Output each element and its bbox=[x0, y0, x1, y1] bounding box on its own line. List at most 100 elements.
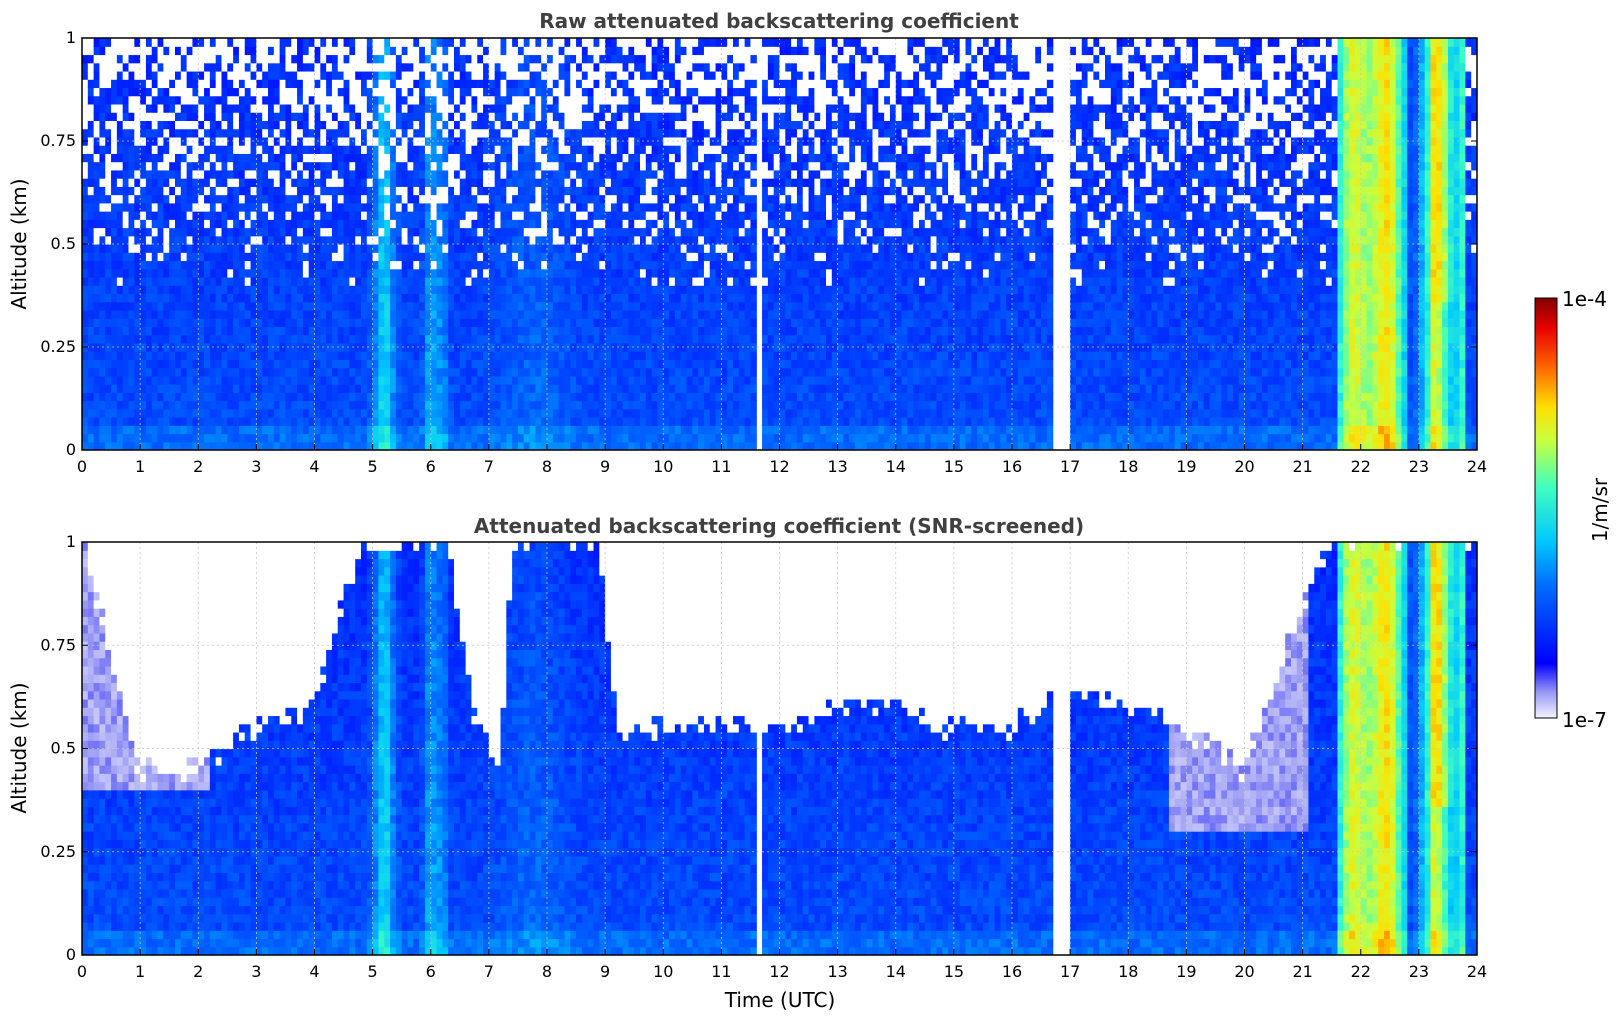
heatmap-cell bbox=[576, 112, 583, 121]
heatmap-cell bbox=[99, 433, 106, 443]
heatmap-cell bbox=[424, 351, 432, 360]
heatmap-cell bbox=[384, 326, 391, 336]
heatmap-cell bbox=[605, 120, 612, 130]
heatmap-cell bbox=[186, 70, 194, 80]
heatmap-cell bbox=[436, 186, 443, 196]
heatmap-cell bbox=[628, 244, 635, 253]
heatmap-cell bbox=[204, 70, 211, 80]
heatmap-cell bbox=[372, 120, 380, 130]
heatmap-cell bbox=[465, 46, 473, 56]
heatmap-cell bbox=[587, 120, 595, 130]
heatmap-cell bbox=[570, 244, 577, 253]
heatmap-cell bbox=[547, 153, 554, 163]
heatmap-cell bbox=[331, 219, 339, 229]
heatmap-cell bbox=[326, 384, 333, 393]
heatmap-cell bbox=[576, 235, 583, 245]
heatmap-cell bbox=[605, 276, 612, 286]
heatmap-cell bbox=[209, 318, 217, 327]
heatmap-cell bbox=[140, 194, 147, 204]
heatmap-cell bbox=[413, 309, 420, 319]
heatmap-cell bbox=[500, 392, 507, 402]
heatmap-cell bbox=[93, 301, 101, 311]
heatmap-cell bbox=[657, 392, 664, 402]
heatmap-cell bbox=[413, 408, 420, 418]
heatmap-cell bbox=[314, 87, 321, 97]
heatmap-cell bbox=[488, 54, 496, 64]
heatmap-cell bbox=[372, 153, 380, 163]
heatmap-cell bbox=[401, 161, 409, 171]
heatmap-cell bbox=[512, 375, 519, 385]
heatmap-cell bbox=[471, 309, 478, 319]
chart-title: Raw attenuated backscattering coefficien… bbox=[539, 9, 1019, 33]
heatmap-cell bbox=[634, 227, 641, 237]
heatmap-cell bbox=[180, 433, 188, 443]
heatmap-cell bbox=[128, 87, 135, 97]
heatmap-cell bbox=[384, 194, 391, 204]
heatmap-cell bbox=[628, 268, 635, 278]
heatmap-cell bbox=[250, 351, 257, 360]
heatmap-cell bbox=[122, 359, 130, 369]
heatmap-cell bbox=[250, 417, 257, 426]
heatmap-cell bbox=[99, 103, 106, 113]
heatmap-cell bbox=[343, 318, 350, 327]
heatmap-cell bbox=[599, 318, 606, 327]
heatmap-cell bbox=[105, 293, 112, 303]
heatmap-cell bbox=[535, 252, 542, 262]
heatmap-cell bbox=[221, 425, 228, 435]
heatmap-cell bbox=[651, 408, 659, 418]
heatmap-cell bbox=[262, 211, 269, 220]
heatmap-cell bbox=[273, 400, 281, 410]
heatmap-cell bbox=[198, 136, 205, 146]
heatmap-cell bbox=[175, 301, 182, 311]
heatmap-cell bbox=[645, 326, 653, 336]
heatmap-cell bbox=[384, 433, 391, 443]
heatmap-cell bbox=[576, 400, 583, 410]
heatmap-cell bbox=[279, 309, 287, 319]
heatmap-cell bbox=[424, 433, 432, 443]
heatmap-cell bbox=[372, 359, 380, 369]
heatmap-cell bbox=[250, 46, 257, 56]
heatmap-cell bbox=[616, 54, 624, 64]
heatmap-cell bbox=[163, 79, 170, 89]
heatmap-cell bbox=[564, 408, 571, 418]
heatmap-cell bbox=[430, 260, 438, 270]
heatmap-cell bbox=[297, 276, 304, 286]
heatmap-cell bbox=[337, 293, 345, 303]
heatmap-cell bbox=[628, 433, 635, 443]
heatmap-cell bbox=[488, 309, 496, 319]
heatmap-cell bbox=[268, 433, 275, 443]
heatmap-cell bbox=[500, 268, 507, 278]
heatmap-cell bbox=[268, 178, 275, 187]
heatmap-cell bbox=[361, 342, 368, 352]
heatmap-cell bbox=[105, 359, 112, 369]
heatmap-cell bbox=[529, 384, 536, 393]
heatmap-cell bbox=[215, 425, 223, 435]
heatmap-cell bbox=[175, 161, 182, 171]
heatmap-cell bbox=[343, 211, 350, 220]
heatmap-cell bbox=[605, 38, 612, 47]
heatmap-cell bbox=[471, 342, 478, 352]
heatmap-cell bbox=[343, 87, 350, 97]
heatmap-cell bbox=[413, 334, 420, 344]
heatmap-cell bbox=[448, 178, 455, 187]
heatmap-cell bbox=[186, 293, 194, 303]
heatmap-cell bbox=[320, 417, 327, 426]
heatmap-cell bbox=[326, 219, 333, 229]
heatmap-cell bbox=[448, 103, 455, 113]
heatmap-cell bbox=[326, 318, 333, 327]
heatmap-cell bbox=[506, 235, 513, 245]
heatmap-cell bbox=[576, 367, 583, 377]
heatmap-cell bbox=[651, 260, 659, 270]
heatmap-cell bbox=[262, 186, 269, 196]
heatmap-cell bbox=[384, 112, 391, 121]
heatmap-cell bbox=[180, 359, 188, 369]
heatmap-cell bbox=[151, 145, 159, 154]
heatmap-cell bbox=[314, 54, 321, 64]
heatmap-cell bbox=[413, 375, 420, 385]
heatmap-cell bbox=[244, 417, 252, 426]
heatmap-cell bbox=[180, 161, 188, 171]
heatmap-cell bbox=[378, 285, 385, 295]
heatmap-cell bbox=[116, 169, 124, 179]
heatmap-cell bbox=[244, 202, 252, 212]
heatmap-cell bbox=[517, 367, 525, 377]
